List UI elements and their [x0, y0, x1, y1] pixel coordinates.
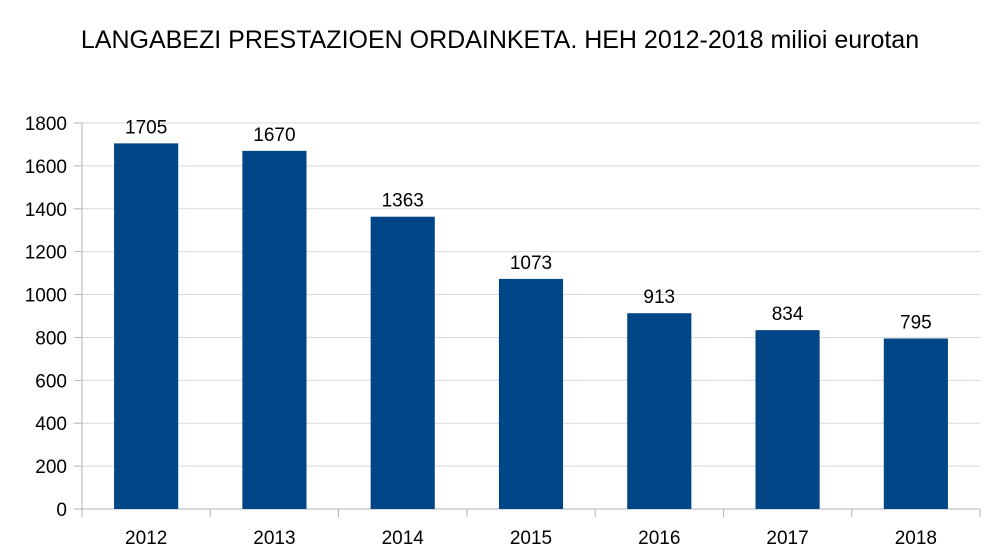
labels: 0 200 400 600 800 1000 1200 1400 1600 1800 1705 201…: [25, 114, 937, 549]
data-label-2016: 913: [643, 287, 675, 308]
bar-2015: [498, 278, 564, 509]
y-tick-label: 1000: [25, 286, 67, 307]
bars: [114, 143, 948, 509]
y-tick-label: 1800: [25, 114, 67, 135]
bar-2013: [242, 150, 307, 509]
x-tick-label-2014: 2014: [382, 528, 425, 549]
y-tick-label: 1600: [25, 157, 67, 178]
data-label-2012: 1705: [125, 117, 167, 138]
x-tick-label-2016: 2016: [638, 528, 680, 549]
bar-2018: [883, 338, 948, 509]
data-label-2018: 795: [900, 313, 932, 334]
y-tick-label: 1400: [25, 200, 67, 221]
data-label-2014: 1363: [382, 191, 424, 212]
x-tick-label-2017: 2017: [766, 528, 808, 549]
bar-2016: [627, 313, 692, 509]
x-tick-label-2018: 2018: [895, 528, 937, 549]
bar-2017: [755, 330, 820, 509]
y-tick-label: 0: [56, 500, 67, 521]
x-tick-label-2012: 2012: [125, 528, 167, 549]
y-tick-label: 1200: [25, 243, 67, 264]
bar-2012: [114, 143, 179, 509]
y-tick-label: 800: [35, 328, 67, 349]
chart-title: LANGABEZI PRESTAZIOEN ORDAINKETA. HEH 20…: [80, 26, 920, 54]
data-label-2015: 1073: [510, 253, 552, 274]
bar-2014: [370, 216, 435, 509]
x-tick-label-2013: 2013: [253, 528, 295, 549]
y-tick-label: 600: [35, 371, 67, 392]
data-label-2013: 1670: [253, 125, 295, 146]
x-tick-label-2015: 2015: [510, 528, 552, 549]
y-tick-label: 200: [35, 457, 67, 478]
data-label-2017: 834: [772, 304, 804, 325]
y-tick-label: 400: [35, 414, 67, 435]
